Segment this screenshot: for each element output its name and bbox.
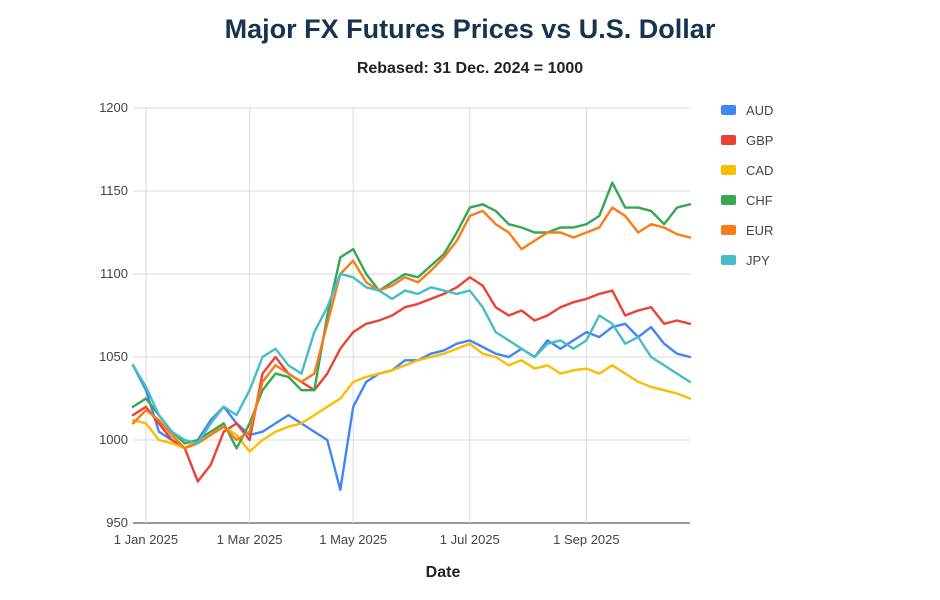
series-lines	[131, 181, 692, 491]
x-tick-label: 1 Mar 2025	[217, 532, 283, 547]
series-line-gbp	[131, 276, 692, 483]
legend: AUD GBP CAD CHF EUR JPY	[721, 103, 773, 268]
x-tick-label: 1 Jan 2025	[114, 532, 178, 547]
legend-label-jpy: JPY	[746, 253, 770, 268]
series-line-aud	[131, 322, 692, 491]
y-tick-label: 1150	[100, 183, 128, 198]
chart-title: Major FX Futures Prices vs U.S. Dollar	[224, 14, 716, 44]
chart-subtitle: Rebased: 31 Dec. 2024 = 1000	[356, 60, 584, 77]
y-tick-label: 1000	[99, 432, 128, 447]
x-axis-label: Date	[426, 564, 461, 581]
legend-swatch-eur	[721, 225, 736, 235]
legend-label-eur: EUR	[746, 223, 773, 238]
legend-swatch-chf	[721, 195, 736, 205]
y-tick-label: 1200	[99, 100, 128, 115]
legend-label-aud: AUD	[746, 103, 773, 118]
legend-swatch-cad	[721, 165, 736, 175]
y-axis: 950 1000 1050 1100 1150 1200	[99, 100, 128, 530]
legend-swatch-jpy	[721, 255, 736, 265]
x-tick-label: 1 Sep 2025	[553, 532, 620, 547]
legend-label-gbp: GBP	[746, 133, 773, 148]
y-tick-label: 1100	[100, 266, 128, 281]
series-line-chf	[131, 181, 692, 450]
y-tick-label: 950	[106, 515, 128, 530]
legend-label-chf: CHF	[746, 193, 773, 208]
y-tick-label: 1050	[99, 349, 128, 364]
series-line-jpy	[131, 272, 692, 445]
legend-swatch-aud	[721, 105, 736, 115]
legend-label-cad: CAD	[746, 163, 773, 178]
x-tick-label: 1 Jul 2025	[440, 532, 500, 547]
x-axis: 1 Jan 2025 1 Mar 2025 1 May 2025 1 Jul 2025…	[114, 532, 620, 547]
legend-swatch-gbp	[721, 135, 736, 145]
grid-layer	[133, 107, 690, 524]
x-tick-label: 1 May 2025	[319, 532, 387, 547]
series-line-eur	[131, 206, 692, 450]
